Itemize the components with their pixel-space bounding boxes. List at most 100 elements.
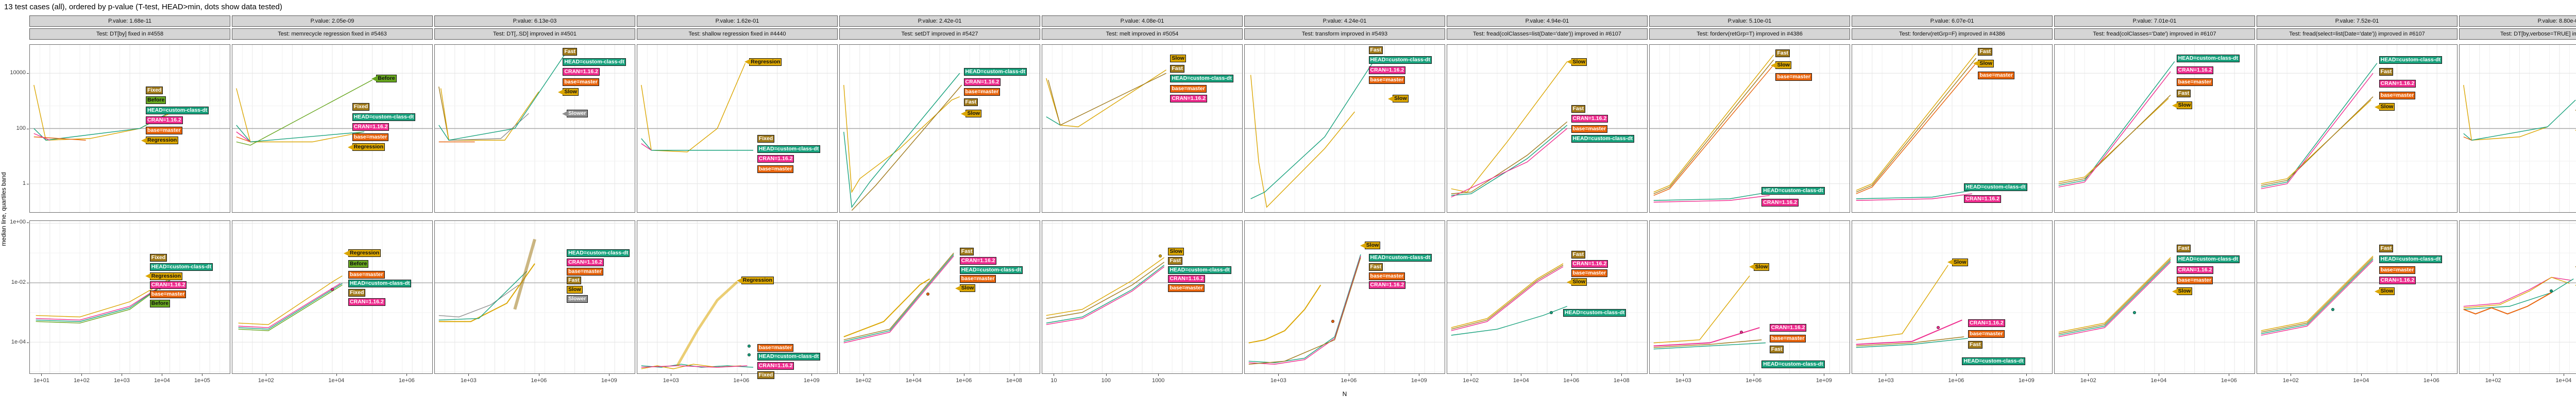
data-tested-dot [2550, 289, 2553, 293]
x-tick-label: 1e+06 [956, 377, 972, 384]
series-line [439, 52, 567, 140]
series-label: Fixed [348, 289, 366, 297]
series-line [515, 239, 535, 310]
series-line [2261, 100, 2371, 184]
series-label: base=master [2379, 91, 2416, 99]
facet-subplot: HEAD=custom-class-dtFastbase=masterSlowC… [2459, 44, 2576, 213]
series-label: base=master [757, 165, 794, 173]
series-line [1654, 60, 1774, 194]
series-label: Fast [2176, 245, 2191, 253]
series-line [1451, 265, 1563, 329]
facet-subplot: Fast CRAN=1.16.2 base=master Slow HEAD=custo… [1447, 220, 1648, 374]
facet-subplot: Fast HEAD=custom-class-dt CRAN=1.16.2 base=… [434, 44, 635, 213]
series-line [2261, 63, 2377, 187]
series-label: Before [348, 260, 369, 268]
pvalue-strip: P.value: 8.80e-01 [2459, 15, 2576, 27]
series-svg [1650, 221, 1850, 373]
series-line [1451, 122, 1567, 194]
label-arrow-icon [961, 111, 967, 116]
series-label: Before [371, 75, 397, 82]
series-line [1654, 276, 1750, 343]
series-label: HEAD=custom-class-dt [352, 113, 416, 121]
series-label: Fast [1168, 256, 1183, 265]
x-tick-mark [863, 374, 864, 376]
series-label: base=master [757, 344, 794, 352]
facet-subplot: Fast HEAD=custom-class-dt CRAN=1.16.2 base=… [1244, 44, 1445, 213]
series-line [2464, 278, 2570, 308]
series-label: HEAD=custom-class-dt [348, 280, 412, 288]
label-arrow-icon [2374, 104, 2380, 110]
series-line [439, 285, 519, 317]
series-line [236, 132, 250, 142]
series-line [2464, 278, 2572, 306]
series-line [1451, 62, 1567, 193]
facet-subplot: Regression base=master HEAD=custom-class-d… [637, 220, 838, 379]
x-tick-label: 1e+04 [2555, 377, 2572, 384]
x-tick-label: 1e+06 [2221, 377, 2237, 384]
x-tick-mark [1571, 374, 1572, 376]
series-line [1046, 258, 1164, 315]
series-label: HEAD=custom-class-dt [1368, 56, 1432, 64]
series-label: Fast [2176, 90, 2191, 98]
data-tested-dot [748, 353, 751, 357]
series-label: Fast [563, 48, 577, 56]
series-line [641, 144, 651, 150]
facet-subplot: HEAD=custom-class-dt CRAN=1.16.2 base=mast… [434, 220, 635, 374]
x-tick-mark [1106, 374, 1107, 376]
series-label: Slow [1388, 95, 1409, 102]
x-tick-mark [41, 374, 42, 376]
series-line [1249, 254, 1361, 363]
test-strip: Test: setDT improved in #5427 [839, 28, 1040, 40]
y-tick-label: 1e+00 [10, 219, 26, 226]
series-label: CRAN=1.16.2 [757, 362, 794, 370]
series-label: CRAN=1.16.2 [1769, 324, 1807, 332]
x-tick-label: 1e+06 [1341, 377, 1357, 384]
facet-subplot: Fast Slow base=master HEAD=custom-class-dt C… [1852, 44, 2053, 213]
series-label: HEAD=custom-class-dt [1368, 254, 1432, 262]
series-line [1048, 73, 1166, 125]
x-tick-label: 1e+04 [328, 377, 345, 384]
facet-subplot: HEAD=custom-class-dt Fast CRAN=1.16.2 base=… [2257, 44, 2458, 213]
data-tested-dot [2331, 307, 2335, 311]
series-label: base=master [1571, 269, 1608, 277]
x-tick-mark [2431, 374, 2432, 376]
series-svg [30, 221, 230, 373]
test-strip: Test: forderv(retGrp=T) improved in #438… [1649, 28, 1850, 40]
series-label: Slow [1168, 248, 1184, 256]
series-svg [2257, 45, 2457, 212]
series-label: Fixed [149, 254, 167, 262]
data-tested-dot [1158, 254, 1162, 258]
x-tick-label: 1e+06 [1563, 377, 1580, 384]
series-label: CRAN=1.16.2 [567, 258, 604, 266]
x-tick-label: 1e+02 [2080, 377, 2096, 384]
series-label: CRAN=1.16.2 [352, 123, 389, 131]
x-tick-label: 1e+02 [855, 377, 872, 384]
series-svg [1852, 221, 2052, 373]
series-svg [1245, 221, 1445, 373]
series-label: base=master [563, 78, 599, 86]
series-line [1856, 265, 1948, 340]
series-line [2059, 258, 2171, 332]
series-label: base=master [1769, 334, 1806, 342]
x-tick-label: 1e+01 [33, 377, 49, 384]
series-label: Fast [1571, 251, 1586, 259]
y-tick-label: 10000 [10, 69, 26, 76]
series-label: CRAN=1.16.2 [2379, 79, 2416, 88]
facet-subplot: Before Fixed HEAD=custom-class-dt CRAN=1.16… [232, 44, 433, 213]
series-label: CRAN=1.16.2 [2176, 266, 2214, 274]
test-strip: Test: DT[,.SD] improved in #4501 [434, 28, 635, 40]
series-label: CRAN=1.16.2 [1368, 281, 1406, 289]
x-tick-label: 1e+06 [398, 377, 415, 384]
series-svg [435, 221, 635, 373]
y-tick-mark [27, 222, 29, 224]
label-arrow-icon [1947, 260, 1953, 265]
x-tick-mark [2361, 374, 2362, 376]
label-arrow-icon [2172, 102, 2177, 108]
data-tested-dot [331, 288, 334, 291]
x-tick-mark [2026, 374, 2027, 376]
label-arrow-icon [1771, 62, 1776, 68]
series-line [2059, 262, 2171, 337]
x-tick-mark [468, 374, 469, 376]
series-label: base=master [1968, 330, 2005, 338]
